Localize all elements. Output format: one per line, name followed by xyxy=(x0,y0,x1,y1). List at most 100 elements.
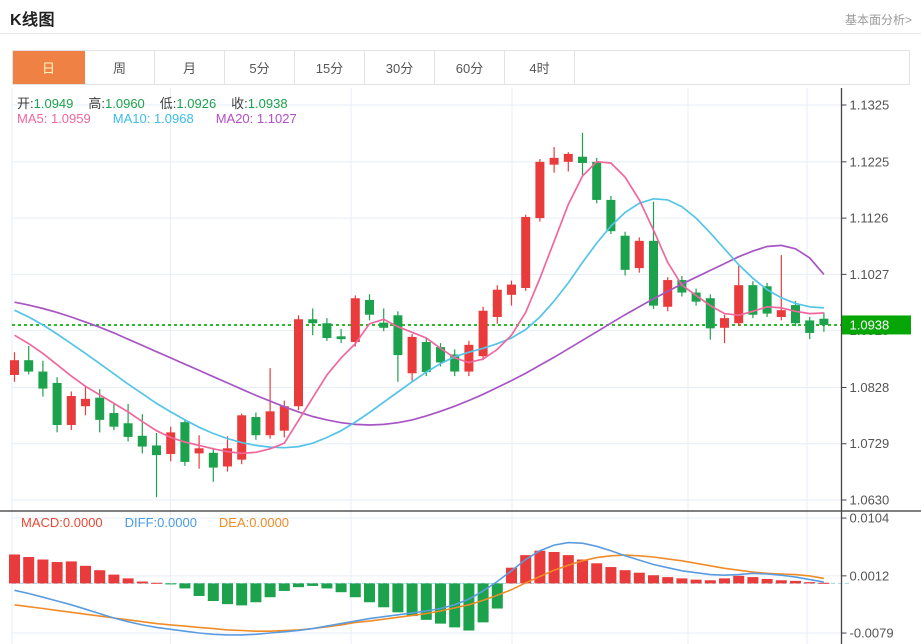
ma5-label: MA5: xyxy=(17,111,48,126)
macd-bar-negative xyxy=(321,583,333,589)
dea-value: 0.0000 xyxy=(249,515,290,530)
candle-up xyxy=(535,161,545,219)
candle-down xyxy=(705,298,715,329)
macd-bar-positive xyxy=(534,550,546,584)
tab-day[interactable]: 日 xyxy=(13,51,85,84)
macd-bar-positive xyxy=(704,580,716,584)
candle-down xyxy=(649,240,658,306)
candle-down xyxy=(109,413,119,427)
macd-bar-positive xyxy=(136,581,148,584)
candle-down xyxy=(620,235,630,270)
ohlc-legend: 开:1.0949 高:1.0960 低:1.0926 收:1.0938 xyxy=(17,93,288,112)
macd-tick-label: 0.0104 xyxy=(850,511,890,526)
candle-down xyxy=(606,199,616,232)
macd-bar-positive xyxy=(51,562,63,584)
candle-up xyxy=(194,448,204,454)
macd-bar-positive xyxy=(23,557,35,584)
candle-down xyxy=(748,285,758,315)
high-label: 高: xyxy=(88,96,106,111)
macd-bar-positive xyxy=(619,570,631,584)
macd-bar-negative xyxy=(207,583,219,601)
price-tick-label: 1.0630 xyxy=(850,492,890,507)
macd-bar-negative xyxy=(435,583,446,624)
fundamental-analysis-link[interactable]: 基本面分析> xyxy=(844,13,912,27)
diff-label: DIFF: xyxy=(124,515,158,530)
low-label: 低: xyxy=(159,96,177,111)
candle-up xyxy=(265,411,275,436)
candle-up xyxy=(563,153,573,162)
candle-up xyxy=(776,310,786,317)
candle-up xyxy=(720,318,729,328)
candle-down xyxy=(421,341,431,373)
macd-bar-positive xyxy=(761,579,773,584)
macd-bar-positive xyxy=(676,578,688,584)
price-tick-label: 1.1225 xyxy=(850,154,890,169)
candle-down xyxy=(436,347,445,363)
candle-up xyxy=(663,280,673,307)
tab-week[interactable]: 周 xyxy=(85,51,155,84)
ma20-line xyxy=(14,244,825,426)
macd-tick-label: 0.0012 xyxy=(850,568,890,583)
macd-bar-positive xyxy=(548,551,560,584)
macd-bar-positive xyxy=(775,580,787,584)
macd-bar-positive xyxy=(662,577,674,584)
macd-bar-positive xyxy=(747,577,759,584)
candle-up xyxy=(492,289,502,317)
candle-down xyxy=(322,323,332,339)
macd-bar-negative xyxy=(278,583,290,591)
tab-month[interactable]: 月 xyxy=(155,51,225,84)
macd-bar-negative xyxy=(364,583,375,603)
open-value: 1.0949 xyxy=(33,96,74,111)
candle-down xyxy=(691,292,701,302)
candle-up xyxy=(279,406,289,431)
tab-15min[interactable]: 15分 xyxy=(295,51,365,84)
macd-bar-negative xyxy=(477,583,489,623)
macd-bar-negative xyxy=(250,583,262,603)
macd-bar-negative xyxy=(222,583,233,605)
macd-bar-positive xyxy=(37,559,49,584)
candle-up xyxy=(507,284,516,295)
tab-4hour[interactable]: 4时 xyxy=(505,51,575,84)
macd-bar-positive xyxy=(151,582,162,584)
macd-bar-positive xyxy=(591,563,603,584)
candle-down xyxy=(677,280,687,293)
candle-down xyxy=(365,299,374,315)
close-label: 收: xyxy=(231,96,248,111)
candle-down xyxy=(95,397,105,420)
close-value: 1.0938 xyxy=(247,96,288,111)
tab-5min[interactable]: 5分 xyxy=(225,51,295,84)
candle-up xyxy=(734,285,744,324)
open-label: 开: xyxy=(17,96,34,111)
macd-bar-positive xyxy=(506,567,517,584)
macd-histogram[interactable] xyxy=(9,550,830,631)
price-tick-label: 1.1126 xyxy=(850,211,889,226)
ma10-line xyxy=(14,197,824,449)
tab-60min[interactable]: 60分 xyxy=(435,51,505,84)
diff-line xyxy=(14,541,825,636)
dea-label: DEA: xyxy=(218,515,250,530)
candle-down xyxy=(393,315,403,356)
macd-legend: MACD:0.0000 DIFF:0.0000 DEA:0.0000 xyxy=(21,515,289,530)
tab-30min[interactable]: 30分 xyxy=(365,51,435,84)
candlesticks[interactable] xyxy=(10,132,829,498)
macd-bar-positive xyxy=(648,575,659,584)
candle-down xyxy=(137,435,147,447)
macd-bar-negative xyxy=(420,583,432,620)
macd-bar-positive xyxy=(818,582,830,584)
diff-value: 0.0000 xyxy=(157,515,197,530)
candle-down xyxy=(819,318,829,325)
candle-down xyxy=(762,286,772,314)
macd-bar-negative xyxy=(378,583,390,608)
macd-tick-label: -0.0079 xyxy=(850,626,894,641)
macd-bar-positive xyxy=(577,559,588,584)
candle-down xyxy=(208,452,218,468)
price-tick-label: 1.0828 xyxy=(850,380,890,395)
macd-bar-positive xyxy=(790,580,801,584)
price-tick-label: 1.1027 xyxy=(850,267,890,282)
macd-bar-positive xyxy=(108,574,120,584)
candle-up xyxy=(350,298,360,342)
current-price-badge-label: 1.0938 xyxy=(850,317,890,332)
candle-down xyxy=(251,417,261,436)
ma20-value: 1.1027 xyxy=(256,111,297,126)
